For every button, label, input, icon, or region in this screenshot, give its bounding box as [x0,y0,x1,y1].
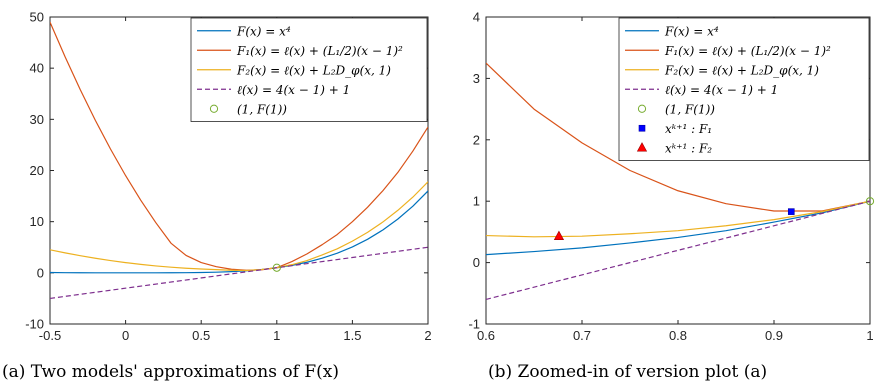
y-tick-label: 0 [37,265,44,280]
x-tick-label: 1.5 [343,328,361,343]
legend-swatch [209,104,219,113]
plot-a-y-ticks: -10 0 10 20 30 40 50 [25,10,428,332]
x-tick-label: 0 [122,328,129,343]
plot-a-lines [50,21,428,300]
x-tick-label: 0.8 [669,328,687,343]
series-line-4 [486,200,870,301]
legend-label: (1, F(1)) [665,102,715,116]
series-line-2 [50,21,428,271]
legend-box [618,17,870,161]
y-tick-label: -1 [468,317,480,332]
plot-b-lines [486,62,870,301]
y-tick-label: 10 [30,214,44,229]
x-tick-label: 0.9 [765,328,783,343]
legend-label: ℓ(x) = 4(x − 1) + 1 [665,83,778,97]
y-tick-label: 30 [30,112,44,127]
legend-label: F₁(x) = ℓ(x) + (L₁/2)(x − 1)² [664,44,831,58]
y-tick-label: 3 [473,71,480,86]
plot-b-x-ticks: 0.6 0.7 0.8 0.9 1 [477,17,874,343]
legend-label: F₁(x) = ℓ(x) + (L₁/2)(x − 1)² [236,44,403,58]
series-marker-5 [865,197,875,206]
legend-label: F(x) = x⁴ [664,24,719,38]
series-marker-6 [787,208,795,215]
series-line-2 [486,62,870,212]
legend-label: F₂(x) = ℓ(x) + L₂D_φ(x, 1) [664,63,819,77]
series-marker-5 [272,263,281,272]
caption-a: (a) Two models' approximations of F(x) [2,362,339,382]
x-tick-label: 0.6 [477,328,495,343]
x-tick-label: 0.5 [192,328,210,343]
plot-b-markers [553,197,875,240]
legend-label: (1, F(1)) [237,102,287,116]
legend-label: ℓ(x) = 4(x − 1) + 1 [237,83,350,97]
x-tick-label: 0.7 [573,328,591,343]
caption-b: (b) Zoomed-in of version plot (a) [488,362,768,382]
series-line-3 [486,200,870,238]
plot-a: -0.5 0 0.5 1 1.5 2 -10 0 10 20 30 40 50 F(x) = x⁴ F₁… [25,10,431,344]
legend-swatch [637,104,647,113]
y-tick-label: 1 [473,194,480,209]
legend-label: xᵏ⁺¹ : F₁ [665,122,712,136]
y-tick-label: 4 [473,10,480,25]
y-tick-label: 40 [30,61,44,76]
series-line-1 [486,200,870,256]
x-tick-label: 1 [866,328,873,343]
series-line-3 [50,181,428,272]
legend-swatch [638,124,646,132]
x-tick-label: -0.5 [39,328,61,343]
x-tick-label: 1 [273,328,280,343]
y-tick-label: -10 [25,317,44,332]
series-marker-7 [553,230,565,240]
y-tick-label: 20 [30,163,44,178]
plot-a-legend: F(x) = x⁴ F₁(x) = ℓ(x) + (L₁/2)(x − 1)² F₂… [190,17,428,122]
y-tick-label: 0 [473,255,480,270]
plot-b-legend: F(x) = x⁴ F₁(x) = ℓ(x) + (L₁/2)(x − 1)² F₂… [618,17,870,161]
legend-label: xᵏ⁺¹ : F₂ [665,141,712,155]
plot-a-x-ticks: -0.5 0 0.5 1 1.5 2 [39,17,432,343]
y-tick-label: 2 [473,132,480,147]
legend-label: F(x) = x⁴ [236,24,291,38]
legend-swatch [636,142,648,152]
legend-label: F₂(x) = ℓ(x) + L₂D_φ(x, 1) [236,63,391,77]
x-tick-label: 2 [424,328,431,343]
y-tick-label: 50 [30,10,44,25]
series-line-1 [50,190,428,274]
plot-a-markers [272,263,281,272]
plot-b: 0.6 0.7 0.8 0.9 1 -1 0 1 2 3 4 F(x) = x⁴ F₁(x) = ℓ… [468,10,875,343]
